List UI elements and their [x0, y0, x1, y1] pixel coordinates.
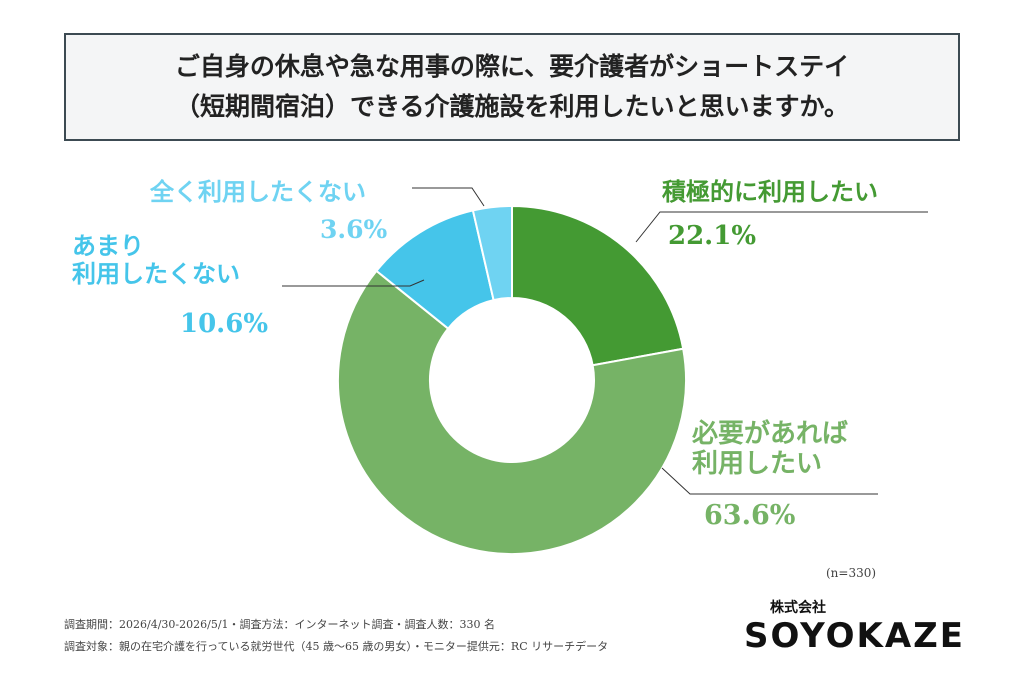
slice-value-1: 63.6%: [704, 500, 796, 531]
slice-value-0: 22.1%: [668, 221, 757, 251]
brand-logo: SOYOKAZE: [744, 616, 966, 656]
slice-1: [337, 269, 687, 555]
slice-label-1-line-2: 利用したい: [692, 448, 823, 479]
leader-line-slice-1: [661, 467, 878, 495]
leader-line-slice-0: [635, 211, 928, 243]
slice-label-2: あまり 利用したくない: [72, 232, 240, 287]
slice-0: [511, 204, 685, 367]
slice-label-2-line-1: あまり: [72, 231, 144, 260]
brand-company: 株式会社: [770, 600, 826, 616]
leader-line-slice-2: [282, 279, 425, 287]
title-box: ご自身の休息や急な用事の際に、要介護者がショートステイ （短期間宿泊）できる介護…: [64, 33, 960, 141]
slice-label-3: 全く利用したくない: [150, 178, 366, 206]
slice-label-0-line: 積極的に利用したい: [662, 177, 878, 206]
slice-label-0: 積極的に利用したい: [662, 178, 878, 206]
leader-line-slice-3: [412, 187, 485, 207]
slice-label-3-line: 全く利用したくない: [150, 177, 366, 206]
footnote-1: 調査期間：2026/4/30-2026/5/1・調査方法：インターネット調査・調…: [64, 618, 496, 631]
leader-lines: [282, 187, 928, 495]
footnote-2: 調査対象：親の在宅介護を行っている就労世代（45 歳〜65 歳の男女）・モニター…: [64, 640, 609, 653]
chart-slices: [337, 204, 687, 555]
slice-label-1: 必要があれば 利用したい: [692, 419, 849, 480]
slice-3: [471, 204, 513, 302]
slice-value-2: 10.6%: [180, 309, 269, 339]
slice-label-2-line-2: 利用したくない: [72, 258, 240, 288]
sample-size: (n=330): [826, 566, 877, 580]
title-line-1: ご自身の休息や急な用事の際に、要介護者がショートステイ: [174, 52, 850, 81]
slice-label-1-line-1: 必要があれば: [692, 419, 849, 449]
slice-value-3: 3.6%: [320, 215, 388, 244]
title-line-2: （短期間宿泊）できる介護施設を利用したいと思いますか。: [174, 92, 849, 121]
